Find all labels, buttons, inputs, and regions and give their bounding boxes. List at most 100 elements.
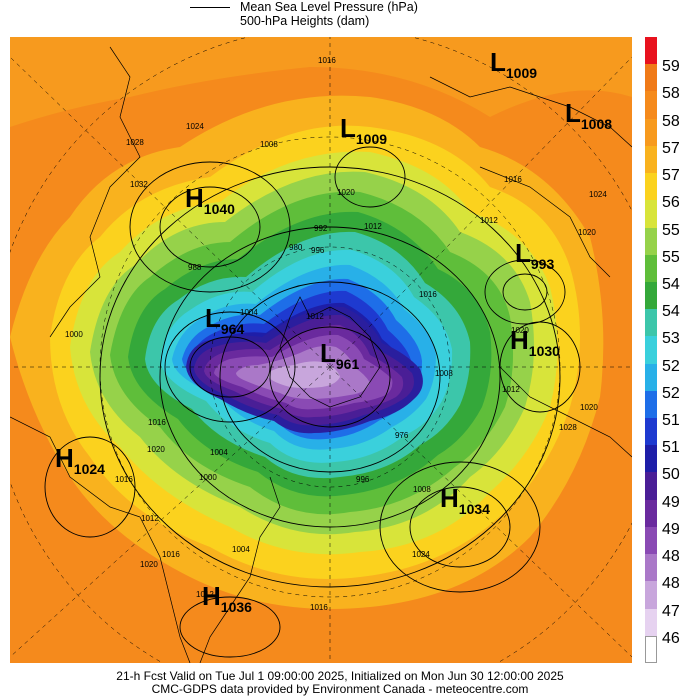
low-pressure-label: L964 bbox=[205, 303, 244, 337]
isobar-value-label: 1016 bbox=[115, 475, 133, 484]
legend: Mean Sea Level Pressure (hPa) 500-hPa He… bbox=[190, 0, 490, 34]
high-pressure-label: H1040 bbox=[185, 183, 235, 217]
isobar-value-label: 1004 bbox=[210, 448, 228, 457]
colorbar-tick-label: 582 bbox=[662, 112, 680, 130]
colorbar-segment bbox=[645, 363, 657, 392]
isobar bbox=[269, 326, 391, 428]
coastline-west-lower bbox=[10, 416, 141, 518]
isobar-value-label: 996 bbox=[356, 475, 370, 484]
isobar bbox=[409, 486, 511, 568]
colorbar-segment bbox=[645, 526, 657, 555]
colorbar-tick-label: 468 bbox=[662, 629, 680, 647]
colorbar-tick-label: 492 bbox=[662, 520, 680, 538]
isobar-value-label: 1024 bbox=[412, 550, 430, 559]
isobar-value-label: 1020 bbox=[147, 445, 165, 454]
colorbar-tick-label: 594 bbox=[662, 58, 680, 76]
isobar-value-label: 1008 bbox=[413, 485, 431, 494]
colorbar-segment bbox=[645, 200, 657, 228]
colorbar-segment bbox=[645, 336, 657, 365]
low-pressure-label: L1008 bbox=[565, 98, 612, 132]
isobar-value-label: 980 bbox=[289, 243, 303, 252]
colorbar-segment bbox=[645, 309, 657, 337]
coastline-south bbox=[199, 476, 281, 663]
data-credit-text: CMC-GDPS data provided by Environment Ca… bbox=[151, 682, 529, 696]
isobar bbox=[159, 186, 261, 268]
meridian bbox=[329, 56, 632, 368]
footer: 21-h Fcst Valid on Tue Jul 1 09:00:00 20… bbox=[0, 670, 680, 696]
isobar bbox=[334, 146, 406, 208]
isobar-value-label: 1020 bbox=[578, 228, 596, 237]
isobar-value-label: 992 bbox=[314, 224, 328, 233]
isobar-value-label: 1016 bbox=[318, 56, 336, 65]
colorbar-segment bbox=[645, 281, 657, 310]
isobar-value-label: 1020 bbox=[140, 560, 158, 569]
isobar-value-label: 1012 bbox=[364, 222, 382, 231]
map-canvas: L1009 L1008 L1009 H1040 L993 L964 H1030 L961 H10… bbox=[10, 37, 632, 663]
colorbar-tick-label: 486 bbox=[662, 548, 680, 566]
colorbar-segment bbox=[645, 390, 657, 419]
polar-map: L1009 L1008 L1009 H1040 L993 L964 H1030 L961 H10… bbox=[10, 37, 632, 663]
coastlines bbox=[10, 46, 632, 663]
colorbar-tick-label: 552 bbox=[662, 248, 680, 266]
colorbar-tick-label: 516 bbox=[662, 412, 680, 430]
colorbar-tick-label: 480 bbox=[662, 575, 680, 593]
colorbar-tick-label: 534 bbox=[662, 330, 680, 348]
isobar bbox=[219, 281, 441, 473]
coastline-northeast bbox=[479, 166, 611, 278]
colorbar-segment bbox=[645, 445, 657, 473]
colorbar-segment bbox=[645, 227, 657, 256]
isobar-value-label: 996 bbox=[311, 246, 325, 255]
colorbar-tick-label: 504 bbox=[662, 466, 680, 484]
pressure-systems: L1009 L1008 L1009 H1040 L993 L964 H1030 L961 H10… bbox=[55, 47, 612, 615]
isobar bbox=[129, 161, 291, 293]
isobar-value-label: 1016 bbox=[148, 418, 166, 427]
isobar-value-label: 1020 bbox=[337, 188, 355, 197]
isobar-value-label: 1000 bbox=[65, 330, 83, 339]
isobar-value-label: 1012 bbox=[502, 385, 520, 394]
isobar-value-label: 1000 bbox=[199, 473, 217, 482]
colorbar-segment bbox=[645, 499, 657, 528]
high-pressure-label: H1024 bbox=[55, 443, 105, 477]
isobar-value-label: 1016 bbox=[419, 290, 437, 299]
low-pressure-label: L961 bbox=[320, 338, 359, 372]
isobar bbox=[99, 166, 561, 588]
colorbar-tick-label: 540 bbox=[662, 303, 680, 321]
meridian bbox=[329, 366, 632, 658]
high-pressure-label: H1036 bbox=[202, 581, 252, 615]
colorbar-segment bbox=[645, 118, 657, 147]
isobar-value-label: 1024 bbox=[186, 122, 204, 131]
coastline-southwest bbox=[139, 516, 191, 663]
isobar-value-label: 1020 bbox=[580, 403, 598, 412]
legend-mslp-label: Mean Sea Level Pressure (hPa) bbox=[240, 0, 418, 14]
coastline-west bbox=[49, 46, 141, 338]
coastline-east bbox=[499, 366, 632, 458]
colorbar-tick-label: 510 bbox=[662, 439, 680, 457]
colorbar-segment bbox=[645, 91, 657, 120]
colorbar-tick-label: 570 bbox=[662, 167, 680, 185]
low-pressure-label: L1009 bbox=[340, 113, 387, 147]
isobar-value-label: 1020 bbox=[511, 326, 529, 335]
isobar bbox=[379, 461, 541, 593]
high-pressure-label: H1030 bbox=[510, 325, 560, 359]
colorbar-tick-label: 588 bbox=[662, 85, 680, 103]
high-pressure-label: H1034 bbox=[440, 483, 490, 517]
colorbar-segment bbox=[645, 173, 657, 201]
legend-heights-label: 500-hPa Heights (dam) bbox=[240, 14, 370, 28]
colorbar-segment bbox=[645, 37, 657, 65]
isobar-value-label: 1008 bbox=[260, 140, 278, 149]
low-pressure-label: L993 bbox=[515, 238, 554, 272]
isobar-value-label: 1012 bbox=[141, 514, 159, 523]
isobar bbox=[44, 436, 136, 538]
colorbar-tick-label: 546 bbox=[662, 275, 680, 293]
coastline-north bbox=[429, 76, 632, 148]
colorbar-segment bbox=[645, 418, 657, 446]
isobar bbox=[484, 259, 566, 325]
isobar-value-label: 1012 bbox=[480, 216, 498, 225]
isobar-value-label: 1008 bbox=[435, 369, 453, 378]
colorbar-segment bbox=[645, 581, 657, 610]
graticule bbox=[10, 37, 632, 663]
isobar-value-label: 1016 bbox=[162, 550, 180, 559]
isobar bbox=[179, 596, 281, 658]
colorbar-segment bbox=[645, 145, 657, 174]
isobar-value-label: 976 bbox=[395, 431, 409, 440]
